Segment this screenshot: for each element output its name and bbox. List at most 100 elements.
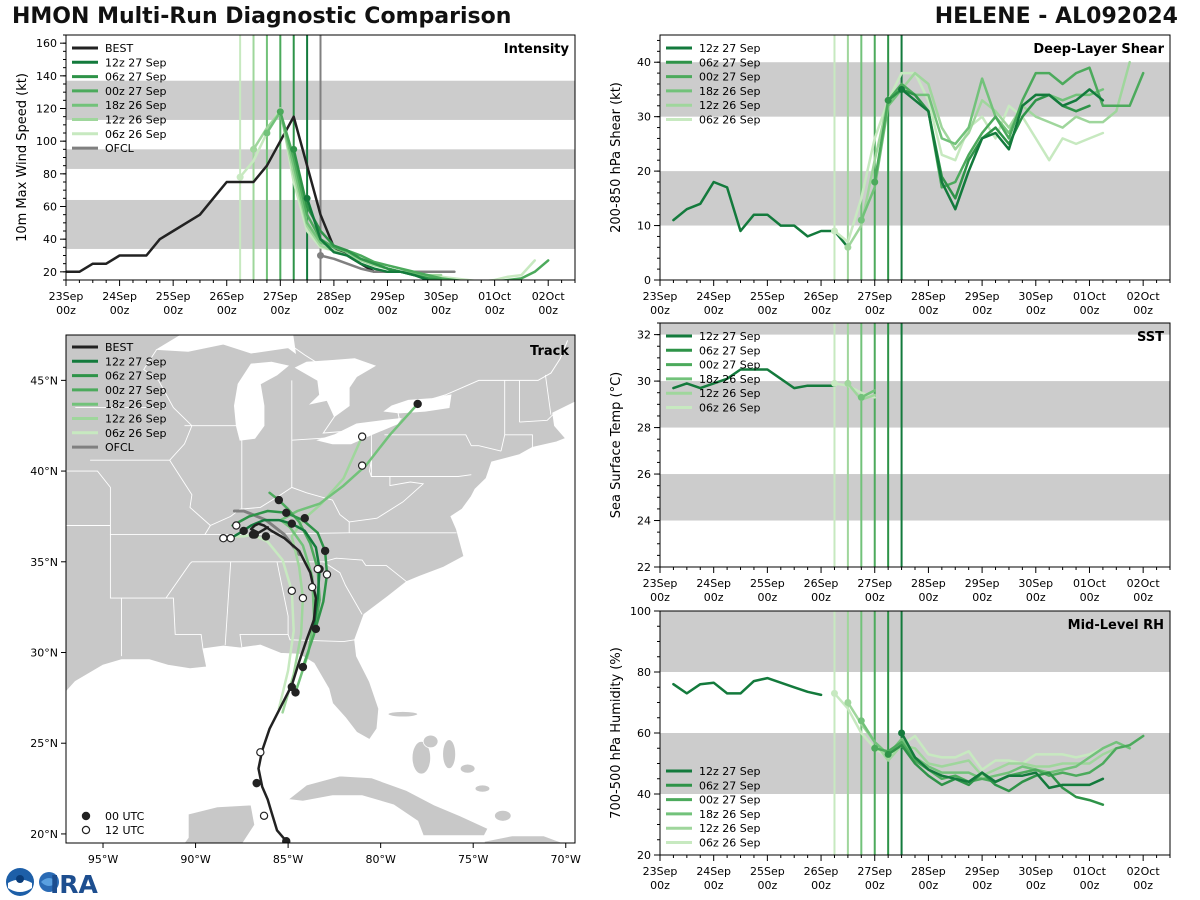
- intensity-ytick-label: 20: [43, 266, 57, 279]
- marker-legend-label: 00 UTC: [105, 810, 145, 823]
- rh-ytick-label: 100: [630, 605, 651, 618]
- track-12utc-point: [232, 521, 241, 530]
- best-00utc-point: [250, 530, 259, 539]
- intensity-legend-label: 12z 27 Sep: [105, 56, 167, 69]
- shear-init-marker: [898, 85, 906, 93]
- track-xtick-label: 90°W: [180, 853, 210, 866]
- rh-xtick-label: 01Oct: [1073, 865, 1107, 878]
- shear-xtick-label: 27Sep: [857, 290, 892, 303]
- intensity-init-marker: [263, 129, 271, 137]
- state-boundary: [121, 597, 204, 649]
- sst-xtick-label: 00z: [919, 591, 939, 604]
- best-00utc-point: [252, 778, 261, 788]
- shear-xtick-label: 00z: [650, 304, 670, 317]
- intensity-xtick-label: 25Sep: [156, 290, 191, 303]
- intensity-xtick-label: 02Oct: [532, 290, 566, 303]
- track-00utc-point: [274, 495, 284, 505]
- marker-legend-label: 12 UTC: [105, 824, 145, 837]
- rh-xtick-label: 00z: [650, 879, 670, 892]
- sst-legend-label: 12z 27 Sep: [699, 330, 761, 343]
- shear-xtick-label: 00z: [757, 304, 777, 317]
- track-12utc-point: [357, 432, 367, 441]
- best-track-line: [249, 522, 318, 843]
- rh-xtick-label: 28Sep: [911, 865, 946, 878]
- intensity-xtick-label: 00z: [431, 304, 451, 317]
- sst-init-marker: [830, 379, 838, 387]
- intensity-ytick-label: 140: [36, 70, 57, 83]
- sst-xtick-label: 02Oct: [1127, 577, 1161, 590]
- shear-xtick-label: 28Sep: [911, 290, 946, 303]
- sst-xtick-label: 00z: [757, 591, 777, 604]
- track-ytick-label: 35°N: [30, 556, 58, 569]
- intensity-xtick-label: 23Sep: [49, 290, 84, 303]
- intensity-ylabel: 10m Max Wind Speed (kt): [15, 73, 30, 242]
- shear-series-line: [900, 88, 1105, 211]
- best-12utc-point: [259, 811, 269, 820]
- sst-init-marker: [857, 393, 865, 401]
- best-12utc-point: [256, 748, 265, 757]
- forecast-track-line: [281, 435, 364, 714]
- sst-legend-label: 06z 27 Sep: [699, 344, 761, 357]
- sst-ytick-label: 26: [637, 468, 651, 481]
- track-xtick-label: 95°W: [88, 853, 118, 866]
- sst-band: [660, 323, 1170, 335]
- shear-xtick-label: 00z: [1080, 304, 1100, 317]
- track-ytick-label: 45°N: [30, 374, 58, 387]
- rh-xtick-label: 30Sep: [1018, 865, 1053, 878]
- track-ytick-label: 25°N: [30, 737, 58, 750]
- lake-superior: [155, 335, 297, 354]
- rh-init-marker: [830, 689, 838, 697]
- lake-michigan: [233, 361, 289, 441]
- sst-ytick-label: 22: [637, 561, 651, 574]
- rh-ytick-label: 20: [637, 849, 651, 862]
- sst-history-line: [672, 368, 836, 390]
- track-00utc-point: [282, 508, 291, 517]
- land-bahamas-island: [422, 734, 439, 749]
- shear-xtick-label: 00z: [972, 304, 992, 317]
- sst-ytick-label: 32: [637, 329, 651, 342]
- shear-xtick-label: 00z: [704, 304, 724, 317]
- shear-xtick-label: 30Sep: [1018, 290, 1053, 303]
- shear-plot-area: [660, 35, 1170, 280]
- intensity-legend-label: 12z 26 Sep: [105, 114, 167, 127]
- rh-ytick-label: 80: [637, 666, 651, 679]
- intensity-legend-label: 06z 27 Sep: [105, 71, 167, 84]
- rh-init-marker: [898, 729, 906, 737]
- land-hispaniola: [483, 835, 575, 843]
- intensity-xtick-label: 00z: [485, 304, 505, 317]
- sst-xtick-label: 28Sep: [911, 577, 946, 590]
- state-boundary: [204, 486, 350, 535]
- shear-xtick-label: 00z: [865, 304, 885, 317]
- intensity-init-marker: [290, 145, 298, 153]
- track-12utc-point: [287, 586, 297, 596]
- sst-xtick-label: 29Sep: [965, 577, 1000, 590]
- sst-xtick-label: 00z: [1026, 591, 1046, 604]
- rh-init-marker: [871, 744, 879, 752]
- track-12utc-point: [322, 570, 332, 579]
- rh-plot-area: [660, 611, 1170, 855]
- intensity-xtick-label: 26Sep: [209, 290, 244, 303]
- rh-xtick-label: 02Oct: [1127, 865, 1161, 878]
- state-boundary: [287, 634, 355, 643]
- best-00utc-point: [311, 624, 321, 634]
- shear-xtick-label: 01Oct: [1073, 290, 1107, 303]
- shear-xtick-label: 00z: [919, 304, 939, 317]
- marker-legend-symbol: [81, 825, 91, 835]
- track-12utc-point: [226, 534, 235, 543]
- shear-init-marker: [857, 216, 865, 224]
- track-legend-label: 06z 27 Sep: [105, 370, 167, 383]
- best-00utc-point: [261, 532, 271, 541]
- sst-ytick-label: 28: [637, 422, 651, 435]
- rh-series-line: [833, 692, 1105, 771]
- shear-history-line: [672, 180, 850, 249]
- intensity-xtick-label: 00z: [163, 304, 183, 317]
- intensity-xtick-label: 00z: [110, 304, 130, 317]
- shear-ytick-label: 40: [637, 56, 651, 69]
- shear-xtick-label: 02Oct: [1127, 290, 1161, 303]
- shear-legend-label: 12z 27 Sep: [699, 42, 761, 55]
- track-legend-label: 12z 27 Sep: [105, 355, 167, 368]
- rh-legend-label: 06z 26 Sep: [699, 837, 761, 850]
- state-boundary: [349, 460, 425, 523]
- track-00utc-point: [413, 399, 422, 409]
